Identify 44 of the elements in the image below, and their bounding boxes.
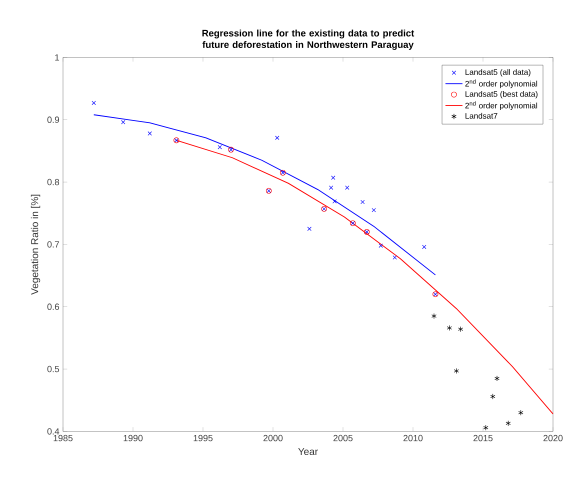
- point: [372, 208, 376, 212]
- y-tick-label: 0.4: [47, 428, 60, 435]
- point: [458, 326, 464, 332]
- point: [506, 420, 511, 426]
- point: [518, 410, 524, 416]
- line-series: [176, 140, 554, 414]
- x-axis-title: Year: [298, 448, 318, 456]
- chart-title: Regression line for the existing data to predict future deforestation in Northwestern Paraguay: [202, 30, 414, 50]
- point: [332, 199, 337, 204]
- point: [121, 120, 126, 124]
- point: [454, 368, 459, 374]
- point: [392, 255, 397, 260]
- y-tick-label: 0.5: [47, 366, 60, 372]
- y-tick-label: 1: [55, 54, 60, 60]
- x-tick-label: 1990: [124, 434, 143, 442]
- x-tick-label: 2015: [473, 434, 493, 442]
- point: [275, 136, 280, 140]
- point: [446, 325, 452, 331]
- point: [345, 186, 350, 190]
- line-series: [93, 114, 436, 276]
- x-tick-label: 1995: [194, 434, 213, 442]
- point: [328, 186, 334, 190]
- x-tick-label: 2010: [403, 434, 423, 442]
- x-tick-label: 2000: [263, 434, 283, 442]
- x-tick-label: 2005: [333, 434, 353, 442]
- point: [148, 131, 152, 136]
- point: [490, 394, 496, 400]
- point: [360, 200, 365, 204]
- x-tick-label: 1985: [54, 434, 73, 442]
- point: [378, 244, 383, 248]
- point: [331, 176, 336, 180]
- point: [483, 424, 488, 431]
- y-tick-label: 0.9: [47, 116, 60, 123]
- point: [431, 313, 437, 319]
- x-tick-label: 2020: [543, 434, 563, 442]
- y-tick-label: 0.6: [47, 304, 60, 310]
- point: [422, 244, 426, 250]
- point: [494, 376, 500, 382]
- point: [307, 226, 312, 231]
- y-tick-label: 0.7: [47, 241, 60, 248]
- y-axis-title: Vegetation Ratio in [%]: [30, 194, 40, 295]
- y-tick-label: 0.8: [47, 178, 60, 186]
- point: [218, 145, 222, 150]
- point: [92, 100, 96, 106]
